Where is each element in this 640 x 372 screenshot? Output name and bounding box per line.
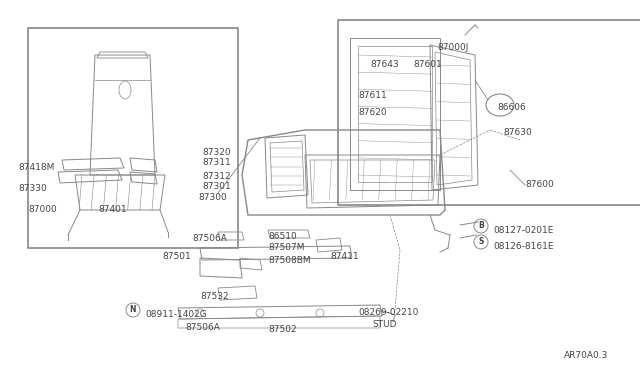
Text: 87611: 87611 — [358, 91, 387, 100]
Text: STUD: STUD — [372, 320, 397, 329]
Text: 08127-0201E: 08127-0201E — [493, 226, 554, 235]
Text: 87630: 87630 — [503, 128, 532, 137]
Text: 87508BM: 87508BM — [268, 256, 310, 265]
Text: 87401: 87401 — [98, 205, 127, 214]
Text: 87506A: 87506A — [185, 323, 220, 332]
Text: 87506A: 87506A — [192, 234, 227, 243]
Text: 87600: 87600 — [525, 180, 554, 189]
Bar — [28, 28, 238, 248]
Text: 87000J: 87000J — [437, 43, 468, 52]
Text: 87000: 87000 — [28, 205, 57, 214]
Text: 87620: 87620 — [358, 108, 387, 117]
Text: 87300: 87300 — [198, 193, 227, 202]
Text: 08269-02210: 08269-02210 — [358, 308, 419, 317]
Text: 86606: 86606 — [497, 103, 525, 112]
Text: 87601: 87601 — [413, 60, 442, 69]
Text: 87532: 87532 — [200, 292, 228, 301]
Text: S: S — [478, 237, 484, 247]
Text: 08126-8161E: 08126-8161E — [493, 242, 554, 251]
Text: 87501: 87501 — [162, 252, 191, 261]
Text: 87330: 87330 — [18, 184, 47, 193]
Text: AR70A0.3: AR70A0.3 — [564, 351, 608, 360]
Text: 86510: 86510 — [268, 232, 297, 241]
Text: 87418M: 87418M — [18, 163, 54, 172]
Text: 87643: 87643 — [370, 60, 399, 69]
Text: 87312: 87312 — [202, 172, 230, 181]
Text: 87507M: 87507M — [268, 243, 305, 252]
Text: N: N — [130, 305, 136, 314]
Text: 08911-1402G: 08911-1402G — [145, 310, 207, 319]
Text: 87411: 87411 — [330, 252, 358, 261]
Text: 87320: 87320 — [202, 148, 230, 157]
Bar — [338, 20, 640, 205]
Text: B: B — [478, 221, 484, 231]
Text: 87301: 87301 — [202, 182, 231, 191]
Text: 87311: 87311 — [202, 158, 231, 167]
Text: 87502: 87502 — [268, 325, 296, 334]
